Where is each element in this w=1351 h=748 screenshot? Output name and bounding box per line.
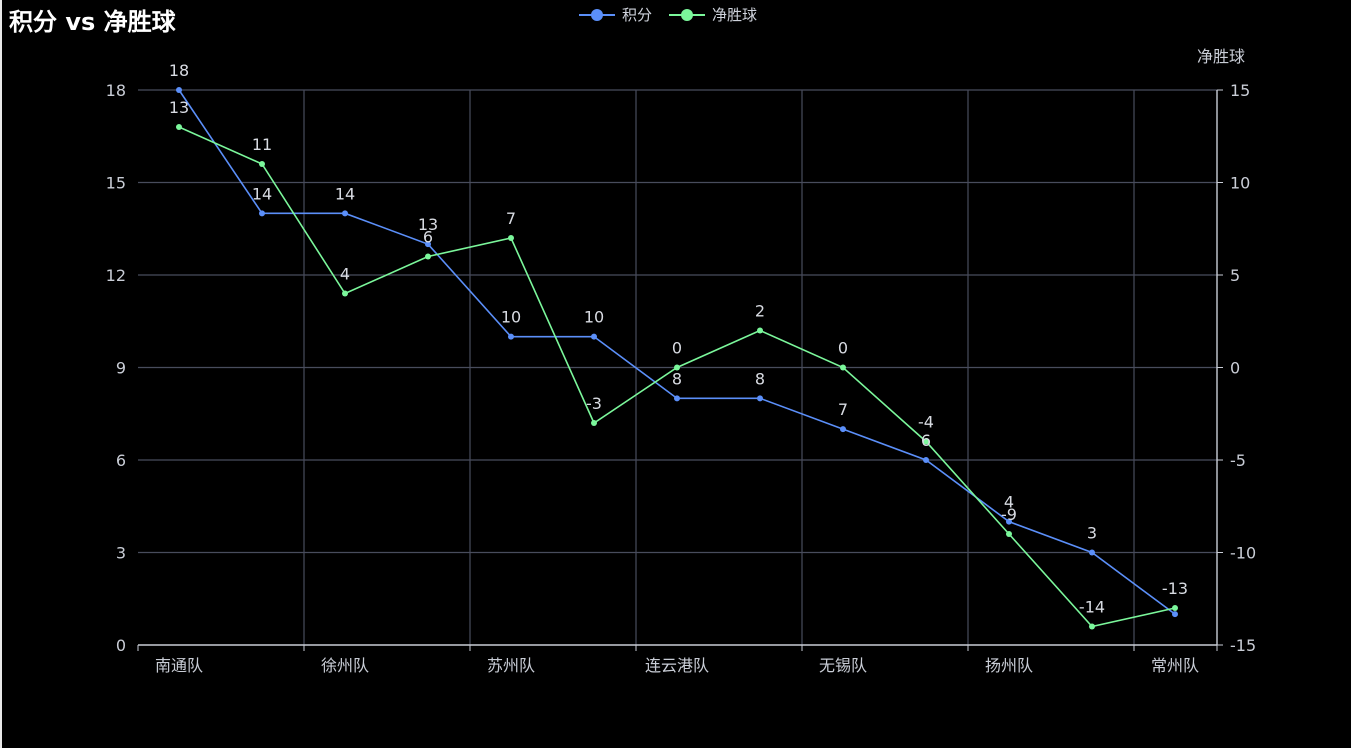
legend-marker-goal-diff bbox=[669, 8, 706, 21]
data-point bbox=[923, 457, 929, 463]
chart-title: 积分 vs 净胜球 bbox=[9, 8, 176, 36]
data-label: 10 bbox=[501, 308, 521, 327]
x-tick-label: 南通队 bbox=[155, 656, 203, 675]
data-point bbox=[923, 438, 929, 445]
data-labels: 18 14 14 13 10 10 8 8 7 6 4 3 13 11 4 6 7 -3 0 2 0 -4 -9 -14 -13 bbox=[169, 61, 1188, 617]
data-point bbox=[1089, 549, 1095, 556]
data-label: 6 bbox=[921, 431, 931, 450]
data-point bbox=[342, 290, 348, 297]
data-point bbox=[1089, 623, 1095, 630]
data-label: 11 bbox=[252, 135, 272, 154]
data-label: 14 bbox=[335, 184, 355, 203]
y-left-tick-label: 6 bbox=[116, 451, 126, 470]
data-point bbox=[425, 241, 431, 248]
y-left-tick-label: 18 bbox=[106, 81, 126, 100]
data-label: 14 bbox=[252, 184, 272, 203]
data-point bbox=[1006, 518, 1012, 525]
legend-marker-points bbox=[579, 8, 615, 21]
y-right-tick-label: 5 bbox=[1230, 266, 1240, 285]
data-label: -4 bbox=[918, 413, 934, 432]
y-left-tick-label: 9 bbox=[116, 359, 126, 378]
data-label: 0 bbox=[672, 339, 682, 358]
data-label: -3 bbox=[586, 394, 602, 413]
series bbox=[176, 87, 1178, 630]
y-left-tick-label: 12 bbox=[106, 266, 126, 285]
data-label: 8 bbox=[755, 369, 765, 388]
data-point bbox=[674, 364, 680, 371]
data-label: 18 bbox=[169, 61, 189, 80]
data-point bbox=[259, 210, 265, 217]
data-label: 7 bbox=[838, 400, 848, 419]
data-label: 3 bbox=[1087, 524, 1097, 543]
data-point bbox=[176, 87, 182, 93]
data-label: 4 bbox=[340, 265, 350, 284]
data-point bbox=[840, 426, 846, 433]
y-right-tick-label: 10 bbox=[1230, 174, 1250, 193]
data-label: 8 bbox=[672, 369, 682, 388]
y-right-tick-label: 0 bbox=[1230, 359, 1240, 378]
data-point bbox=[1006, 531, 1012, 537]
y-left-tick-label: 3 bbox=[116, 544, 126, 563]
data-label: 6 bbox=[423, 228, 433, 247]
data-point bbox=[342, 210, 348, 217]
data-point bbox=[508, 333, 514, 340]
y-right-tick-label: -15 bbox=[1230, 636, 1256, 655]
data-label: 4 bbox=[1004, 493, 1014, 512]
y-right-tick-label: -10 bbox=[1230, 544, 1256, 563]
x-tick-label: 苏州队 bbox=[487, 656, 535, 675]
data-point bbox=[840, 364, 846, 371]
data-point bbox=[1172, 605, 1178, 611]
data-point bbox=[508, 235, 514, 241]
x-tick-label: 徐州队 bbox=[321, 656, 369, 675]
data-label: -14 bbox=[1079, 598, 1105, 617]
data-label: -9 bbox=[1001, 505, 1017, 524]
data-point bbox=[591, 333, 597, 340]
legend: 积分 净胜球 bbox=[578, 4, 757, 25]
data-point bbox=[425, 253, 431, 260]
data-point bbox=[674, 395, 680, 402]
data-point bbox=[176, 124, 182, 130]
data-point bbox=[259, 161, 265, 167]
data-label: 0 bbox=[838, 339, 848, 358]
legend-item-points[interactable]: 积分 bbox=[578, 4, 652, 25]
window-edge bbox=[0, 0, 2, 748]
data-label: 7 bbox=[506, 209, 516, 228]
y-right-tick-label: 15 bbox=[1230, 81, 1250, 100]
data-point bbox=[757, 327, 763, 334]
data-label: 10 bbox=[584, 308, 604, 327]
x-tick-label: 常州队 bbox=[1151, 656, 1199, 675]
y-right-axis-title: 净胜球 bbox=[1197, 47, 1245, 66]
legend-item-goal-diff[interactable]: 净胜球 bbox=[668, 4, 757, 25]
data-point bbox=[591, 420, 597, 426]
data-point bbox=[1172, 611, 1178, 618]
legend-label-goal-diff: 净胜球 bbox=[712, 6, 758, 24]
data-label: 13 bbox=[418, 215, 438, 234]
y-left-tick-label: 15 bbox=[106, 174, 126, 193]
data-label: 2 bbox=[755, 302, 765, 321]
y-right-tick-label: -5 bbox=[1230, 451, 1246, 470]
data-point bbox=[757, 395, 763, 402]
x-tick-label: 扬州队 bbox=[985, 656, 1033, 675]
data-label: 13 bbox=[169, 98, 189, 117]
data-label: -13 bbox=[1162, 579, 1188, 598]
y-left-tick-label: 0 bbox=[116, 636, 126, 655]
x-tick-label: 无锡队 bbox=[819, 656, 867, 675]
legend-label-points: 积分 bbox=[622, 6, 653, 24]
x-tick-label: 连云港队 bbox=[645, 656, 709, 675]
